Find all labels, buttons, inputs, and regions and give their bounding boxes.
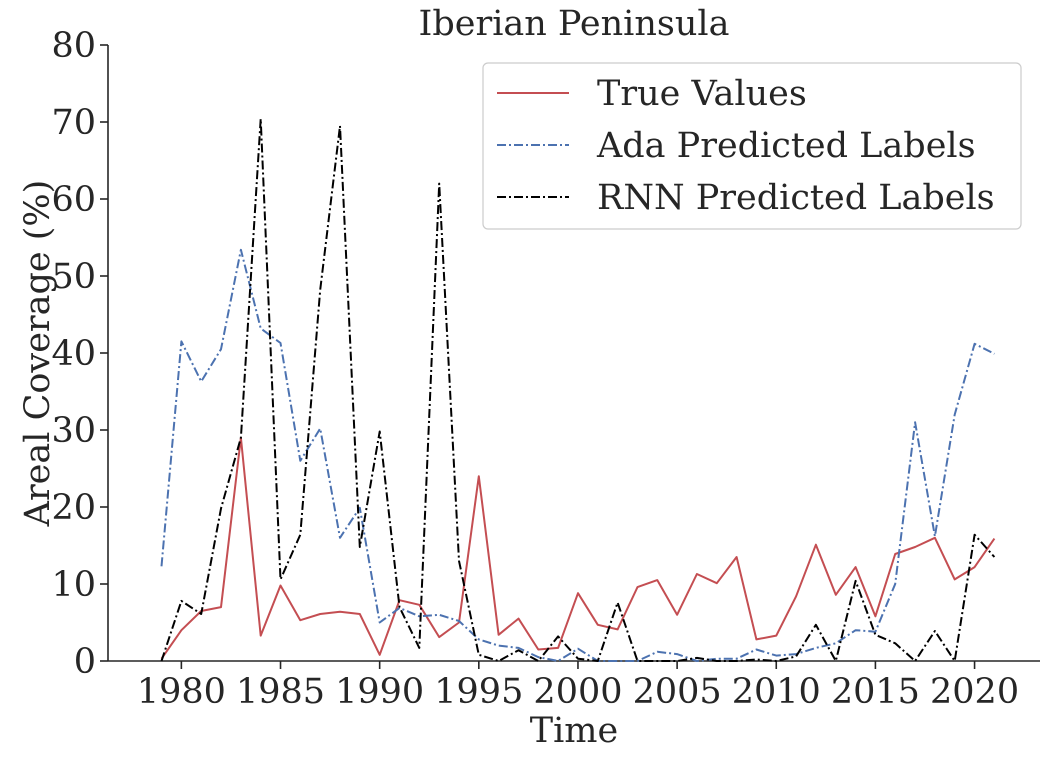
legend-label-0: True Values [597,74,807,114]
x-tick-label: 2000 [533,672,622,712]
legend-label-1: Ada Predicted Labels [596,126,976,166]
y-tick-label: 30 [51,411,96,451]
legend-frame [482,62,1022,230]
x-tick-label: 1995 [434,672,523,712]
y-tick-label: 50 [51,257,96,297]
legend-label-2: RNN Predicted Labels [597,178,995,218]
x-axis-label: Time [530,711,618,751]
series-line-2 [160,117,996,662]
y-tick-label: 10 [51,565,96,605]
y-axis-label: Areal Coverage (%) [18,180,58,528]
chart-title: Iberian Peninsula [419,4,730,44]
series-line-0 [160,436,996,660]
x-tick-label: 2020 [930,672,1019,712]
x-tick-label: 2010 [732,672,821,712]
x-tick-label: 1980 [137,672,226,712]
y-tick-label: 60 [51,180,96,220]
x-tick-label: 2005 [633,672,722,712]
y-axis: 0 10 20 30 40 50 60 70 80 [51,26,109,682]
series-layer [160,117,996,662]
legend-items: True Values Ada Predicted Labels RNN Predi… [497,74,995,218]
series-line-1 [160,248,995,662]
x-axis: 1980 1985 1990 1995 2000 2005 2010 2015 2020 [108,660,1040,712]
y-tick-label: 0 [74,642,96,682]
y-tick-label: 70 [51,103,96,143]
legend: True Values Ada Predicted Labels RNN Predi… [482,62,1022,230]
y-tick-label: 20 [51,488,96,528]
y-tick-label: 80 [51,26,96,66]
x-ticks: 1980 1985 1990 1995 2000 2005 2010 2015 2020 [137,661,1019,712]
x-tick-label: 1985 [236,672,325,712]
y-ticks: 0 10 20 30 40 50 60 70 80 [51,26,108,682]
x-tick-label: 2015 [831,672,920,712]
y-tick-label: 40 [51,334,96,374]
x-tick-label: 1990 [335,672,424,712]
